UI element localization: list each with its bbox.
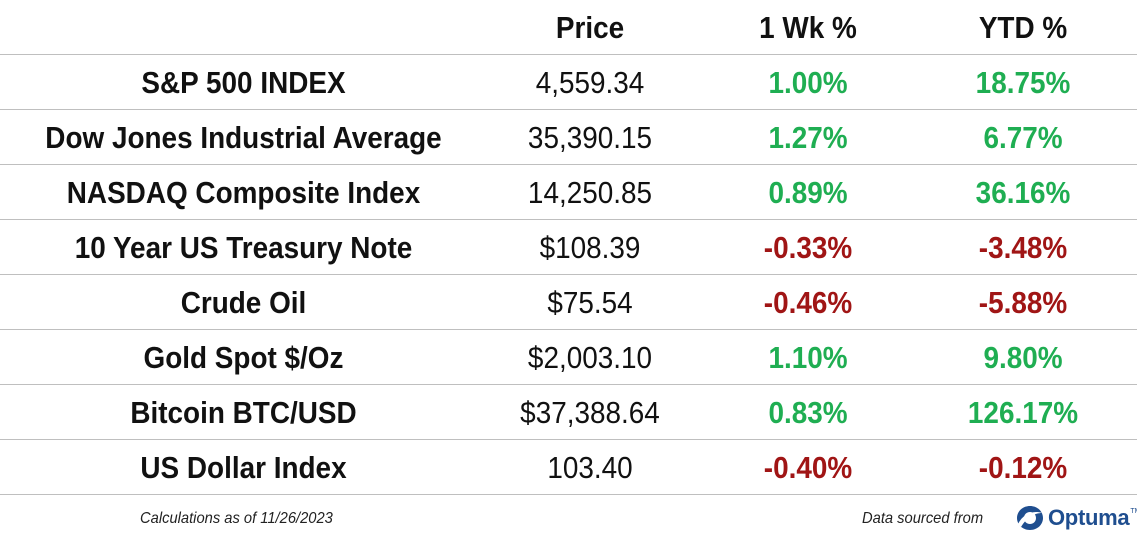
table-body: S&P 500 INDEX 4,559.34 1.00% 18.75% Dow Jone…	[0, 55, 1137, 495]
ytd-change-value: 126.17%	[967, 395, 1079, 430]
table-row: Crude Oil $75.54 -0.46% -5.88%	[0, 275, 1137, 330]
table-row: US Dollar Index 103.40 -0.40% -0.12%	[0, 440, 1137, 495]
ytd-change-value: 18.75%	[975, 65, 1071, 100]
market-summary-table: Price 1 Wk % YTD % S&P 500 INDEX 4,559.34…	[0, 0, 1137, 495]
calculation-date-note: Calculations as of 11/26/2023	[140, 510, 333, 527]
header-ytd-change: YTD %	[978, 10, 1068, 45]
instrument-name: Dow Jones Industrial Average	[45, 120, 442, 155]
instrument-price: $37,388.64	[520, 395, 660, 430]
instrument-name: US Dollar Index	[140, 450, 347, 485]
table-header: Price 1 Wk % YTD %	[0, 0, 1137, 55]
ytd-change-value: 36.16%	[975, 175, 1071, 210]
instrument-name: NASDAQ Composite Index	[66, 175, 421, 210]
week-change-value: 1.10%	[768, 340, 848, 375]
instrument-price: 14,250.85	[527, 175, 653, 210]
table-row: S&P 500 INDEX 4,559.34 1.00% 18.75%	[0, 55, 1137, 110]
table-row: Dow Jones Industrial Average 35,390.15 1.2…	[0, 110, 1137, 165]
table-row: Bitcoin BTC/USD $37,388.64 0.83% 126.17%	[0, 385, 1137, 440]
week-change-value: -0.40%	[763, 450, 853, 485]
instrument-name: Gold Spot $/Oz	[143, 340, 344, 375]
header-week-change: 1 Wk %	[759, 10, 857, 45]
data-source-note: Data sourced from	[862, 510, 984, 527]
ytd-change-value: -5.88%	[978, 285, 1068, 320]
instrument-price: 35,390.15	[527, 120, 653, 155]
instrument-name: Bitcoin BTC/USD	[130, 395, 357, 430]
table-row: 10 Year US Treasury Note $108.39 -0.33% -3.…	[0, 220, 1137, 275]
instrument-name: Crude Oil	[180, 285, 307, 320]
header-price: Price	[555, 10, 625, 45]
table-row: Gold Spot $/Oz $2,003.10 1.10% 9.80%	[0, 330, 1137, 385]
week-change-value: 0.89%	[768, 175, 848, 210]
instrument-price: 103.40	[547, 450, 633, 485]
table-row: NASDAQ Composite Index 14,250.85 0.89% 36.1…	[0, 165, 1137, 220]
week-change-value: -0.46%	[763, 285, 853, 320]
instrument-price: $2,003.10	[527, 340, 653, 375]
optuma-logo: Optuma TM	[1015, 504, 1137, 532]
instrument-price: $108.39	[539, 230, 641, 265]
instrument-price: $75.54	[547, 285, 633, 320]
optuma-logo-text: Optuma	[1048, 505, 1130, 530]
ytd-change-value: -0.12%	[978, 450, 1068, 485]
ytd-change-value: 9.80%	[983, 340, 1063, 375]
week-change-value: 0.83%	[768, 395, 848, 430]
ytd-change-value: 6.77%	[983, 120, 1063, 155]
instrument-price: 4,559.34	[535, 65, 645, 100]
instrument-name: 10 Year US Treasury Note	[74, 230, 413, 265]
week-change-value: -0.33%	[763, 230, 853, 265]
week-change-value: 1.27%	[768, 120, 848, 155]
trademark-mark: TM	[1130, 508, 1137, 515]
week-change-value: 1.00%	[768, 65, 848, 100]
ytd-change-value: -3.48%	[978, 230, 1068, 265]
instrument-name: S&P 500 INDEX	[141, 65, 346, 100]
optuma-logo-icon	[1017, 506, 1043, 530]
